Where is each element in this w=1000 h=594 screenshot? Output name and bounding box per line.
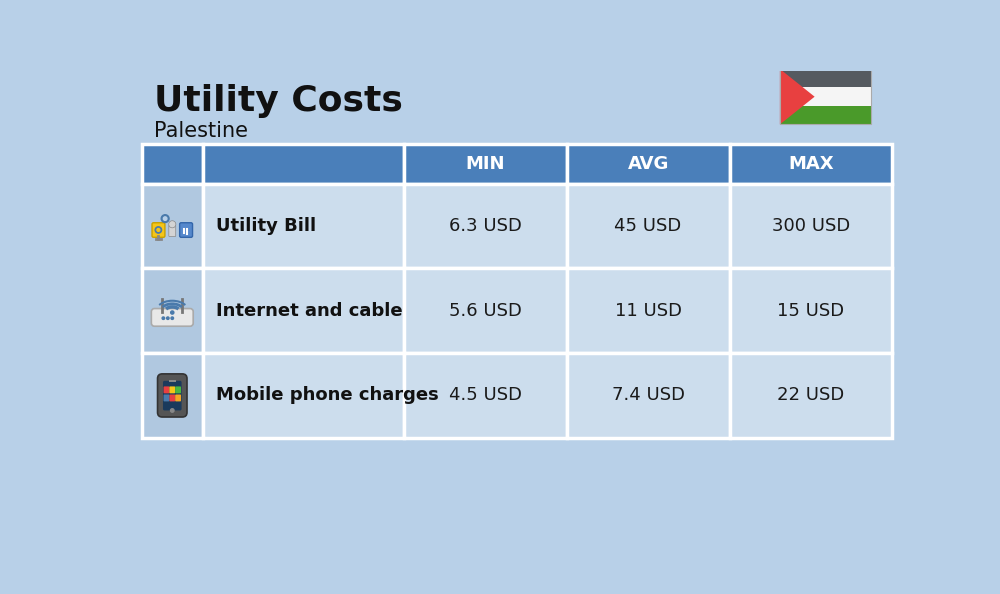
Circle shape bbox=[171, 409, 174, 412]
FancyBboxPatch shape bbox=[151, 308, 193, 326]
Bar bbox=[404, 353, 567, 438]
FancyBboxPatch shape bbox=[169, 387, 175, 393]
Bar bbox=[169, 380, 176, 381]
Circle shape bbox=[162, 317, 165, 320]
Text: MIN: MIN bbox=[466, 154, 505, 173]
FancyBboxPatch shape bbox=[152, 223, 165, 238]
Text: 22 USD: 22 USD bbox=[777, 387, 845, 405]
Bar bbox=[780, 87, 871, 106]
Bar bbox=[567, 184, 730, 268]
Bar bbox=[202, 144, 404, 184]
Text: 11 USD: 11 USD bbox=[615, 302, 682, 320]
Bar bbox=[730, 144, 892, 184]
Text: 7.4 USD: 7.4 USD bbox=[612, 387, 685, 405]
Bar bbox=[780, 69, 871, 124]
FancyBboxPatch shape bbox=[175, 394, 181, 402]
Text: 4.5 USD: 4.5 USD bbox=[449, 387, 522, 405]
FancyBboxPatch shape bbox=[158, 374, 187, 417]
Bar bbox=[202, 268, 404, 353]
Text: 45 USD: 45 USD bbox=[614, 217, 682, 235]
FancyBboxPatch shape bbox=[164, 394, 169, 402]
Text: Palestine: Palestine bbox=[154, 121, 248, 141]
FancyBboxPatch shape bbox=[169, 225, 176, 236]
Circle shape bbox=[163, 217, 167, 220]
Bar bbox=[202, 184, 404, 268]
Circle shape bbox=[155, 227, 162, 233]
FancyBboxPatch shape bbox=[164, 387, 169, 393]
FancyBboxPatch shape bbox=[180, 223, 193, 238]
Bar bbox=[567, 353, 730, 438]
Bar bbox=[404, 144, 567, 184]
Circle shape bbox=[167, 317, 169, 320]
Bar bbox=[780, 69, 871, 87]
FancyBboxPatch shape bbox=[169, 394, 175, 402]
Bar bbox=[780, 106, 871, 124]
Text: 15 USD: 15 USD bbox=[777, 302, 844, 320]
Text: 5.6 USD: 5.6 USD bbox=[449, 302, 522, 320]
Circle shape bbox=[161, 214, 169, 223]
Bar bbox=[404, 268, 567, 353]
Text: Internet and cable: Internet and cable bbox=[216, 302, 403, 320]
FancyBboxPatch shape bbox=[175, 387, 181, 393]
Polygon shape bbox=[780, 69, 815, 124]
Text: Mobile phone charges: Mobile phone charges bbox=[216, 387, 439, 405]
Bar bbox=[142, 144, 202, 184]
Bar bbox=[404, 184, 567, 268]
Bar bbox=[730, 353, 892, 438]
Circle shape bbox=[157, 229, 160, 232]
Text: AVG: AVG bbox=[627, 154, 669, 173]
Bar bbox=[730, 268, 892, 353]
Circle shape bbox=[171, 311, 174, 314]
Bar bbox=[567, 268, 730, 353]
Bar bbox=[202, 353, 404, 438]
Bar bbox=[142, 268, 202, 353]
Circle shape bbox=[171, 317, 174, 320]
FancyBboxPatch shape bbox=[163, 381, 182, 410]
Bar bbox=[142, 353, 202, 438]
Bar bbox=[567, 144, 730, 184]
Text: Utility Costs: Utility Costs bbox=[154, 84, 403, 118]
Circle shape bbox=[169, 221, 176, 228]
Bar bbox=[142, 184, 202, 268]
Text: 300 USD: 300 USD bbox=[772, 217, 850, 235]
Text: 6.3 USD: 6.3 USD bbox=[449, 217, 522, 235]
Text: MAX: MAX bbox=[788, 154, 834, 173]
Bar bbox=[730, 184, 892, 268]
Text: Utility Bill: Utility Bill bbox=[216, 217, 317, 235]
